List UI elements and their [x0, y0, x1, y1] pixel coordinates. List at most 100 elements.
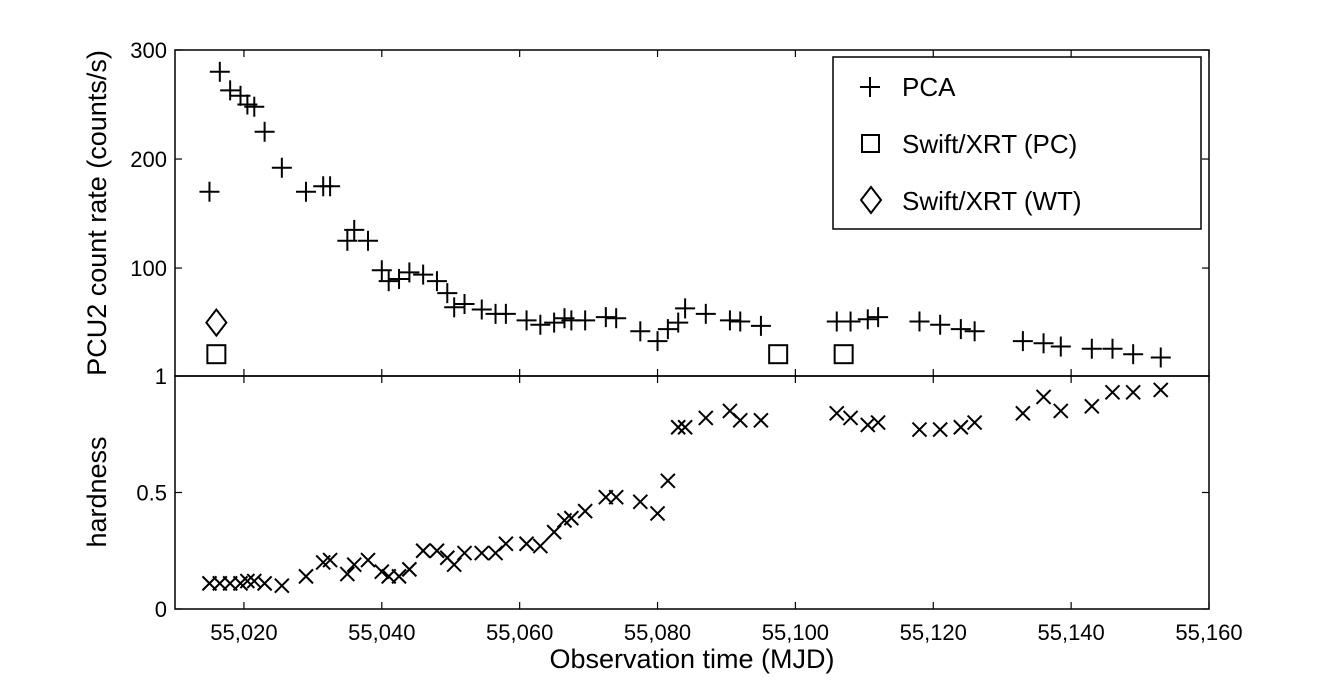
legend-label-swift-pc: Swift/XRT (PC) — [902, 129, 1077, 159]
hardness-point-b — [577, 503, 593, 519]
hardness-point-b — [456, 545, 473, 561]
hardness-point — [1015, 405, 1031, 421]
pca-point — [444, 297, 465, 318]
pca-point — [950, 319, 971, 340]
pca-point — [426, 271, 447, 292]
hardness-point-b — [1035, 389, 1052, 405]
hardness-point — [732, 412, 748, 428]
hardness-point-b — [415, 543, 431, 559]
hardness-point-b — [932, 421, 948, 438]
pca-point — [516, 310, 537, 331]
pca-point — [471, 299, 492, 320]
hardness-point — [391, 568, 407, 585]
pca-point — [544, 312, 565, 333]
pca-point — [413, 264, 434, 285]
x-axis-label: Observation time (MJD) — [549, 644, 834, 674]
hardness-point — [677, 419, 693, 435]
hardness-point-b — [518, 536, 535, 552]
pca-point — [930, 314, 951, 335]
hardness-point — [1035, 389, 1052, 405]
hardness-point-b — [1053, 403, 1069, 419]
hardness-point — [274, 577, 290, 594]
hardness-point — [401, 561, 418, 578]
pca-point — [1050, 336, 1071, 357]
hardness-point — [239, 573, 256, 589]
hardness-point — [911, 421, 928, 438]
bottom-y-axis-label: hardness — [82, 436, 112, 547]
x-tick-label: 55,120 — [900, 620, 967, 645]
hardness-point-b — [632, 494, 649, 510]
pca-point — [530, 314, 551, 335]
hardness-point — [1104, 384, 1121, 401]
pca-point — [595, 307, 616, 328]
pca-point — [868, 307, 889, 328]
hardness-point — [660, 473, 676, 489]
hardness-point-b — [677, 419, 693, 435]
hardness-point — [1084, 398, 1100, 414]
pca-point — [295, 181, 316, 202]
hardness-point-b — [532, 538, 549, 554]
axis-tick-labels: 55,020 55,040 55,060 55,080 55,100 55,120 55,1… — [130, 38, 1242, 645]
x-tick-label: 55,140 — [1037, 620, 1104, 645]
hardness-point — [632, 494, 649, 510]
hardness-point-b — [1104, 384, 1121, 401]
hardness-point-b — [698, 410, 714, 426]
hardness-point-b — [1084, 398, 1100, 414]
hardness-point-b — [563, 510, 580, 526]
hardness-point-b — [256, 575, 273, 592]
hardness-point — [1125, 384, 1141, 401]
pca-point — [750, 315, 771, 336]
legend-pca-marker — [860, 77, 880, 97]
pca-point — [1102, 338, 1123, 359]
hardness-point — [608, 489, 624, 505]
hardness-point — [498, 536, 514, 552]
hardness-point — [518, 536, 535, 552]
pca-point — [719, 310, 740, 331]
pca-point — [389, 268, 410, 289]
pca-point — [399, 262, 420, 283]
hardness-point — [1153, 382, 1169, 398]
hardness-point — [753, 412, 769, 428]
pca-point — [575, 310, 596, 331]
pca-point — [1081, 338, 1102, 359]
hardness-point-b — [391, 568, 407, 585]
hardness-point — [415, 543, 431, 559]
pca-point — [964, 321, 985, 342]
hardness-point — [298, 568, 314, 585]
bottom-plot-frame — [174, 375, 1210, 610]
hardness-point-b — [870, 414, 886, 431]
pca-point — [1123, 344, 1144, 365]
pca-point — [495, 303, 516, 324]
x-tick-label: 55,060 — [486, 620, 553, 645]
hardness-point — [322, 552, 338, 568]
bottom-y-tick-label: 0.5 — [136, 481, 167, 506]
top-y-tick-label: 300 — [130, 38, 167, 63]
hardness-point-b — [429, 543, 445, 559]
legend-box — [832, 56, 1202, 230]
hardness-point-b — [498, 536, 514, 552]
hardness-point-b — [722, 403, 738, 419]
pca-point — [675, 298, 696, 319]
hardness-point — [829, 405, 845, 421]
hardness-point-b — [374, 564, 390, 580]
hardness-point — [842, 410, 859, 426]
hardness-point-b — [339, 566, 356, 582]
hardness-point-b — [608, 489, 624, 505]
swift-wt-point — [205, 307, 228, 338]
hardness-point — [456, 545, 473, 561]
x-tick-label: 55,160 — [1175, 620, 1242, 645]
pca-point — [220, 80, 241, 101]
swift-pc-point — [768, 344, 789, 365]
hardness-point-b — [474, 545, 490, 561]
pca-point — [371, 260, 392, 281]
pca-point — [1150, 347, 1171, 368]
hardness-point — [577, 503, 593, 519]
hardness-point — [932, 421, 948, 438]
hardness-point-b — [298, 568, 314, 585]
hardness-point — [698, 410, 714, 426]
pca-point — [344, 219, 365, 240]
hardness-point-b — [911, 421, 928, 438]
hardness-point — [1053, 403, 1069, 419]
hardness-point-b — [274, 577, 290, 594]
pca-point — [209, 61, 230, 82]
